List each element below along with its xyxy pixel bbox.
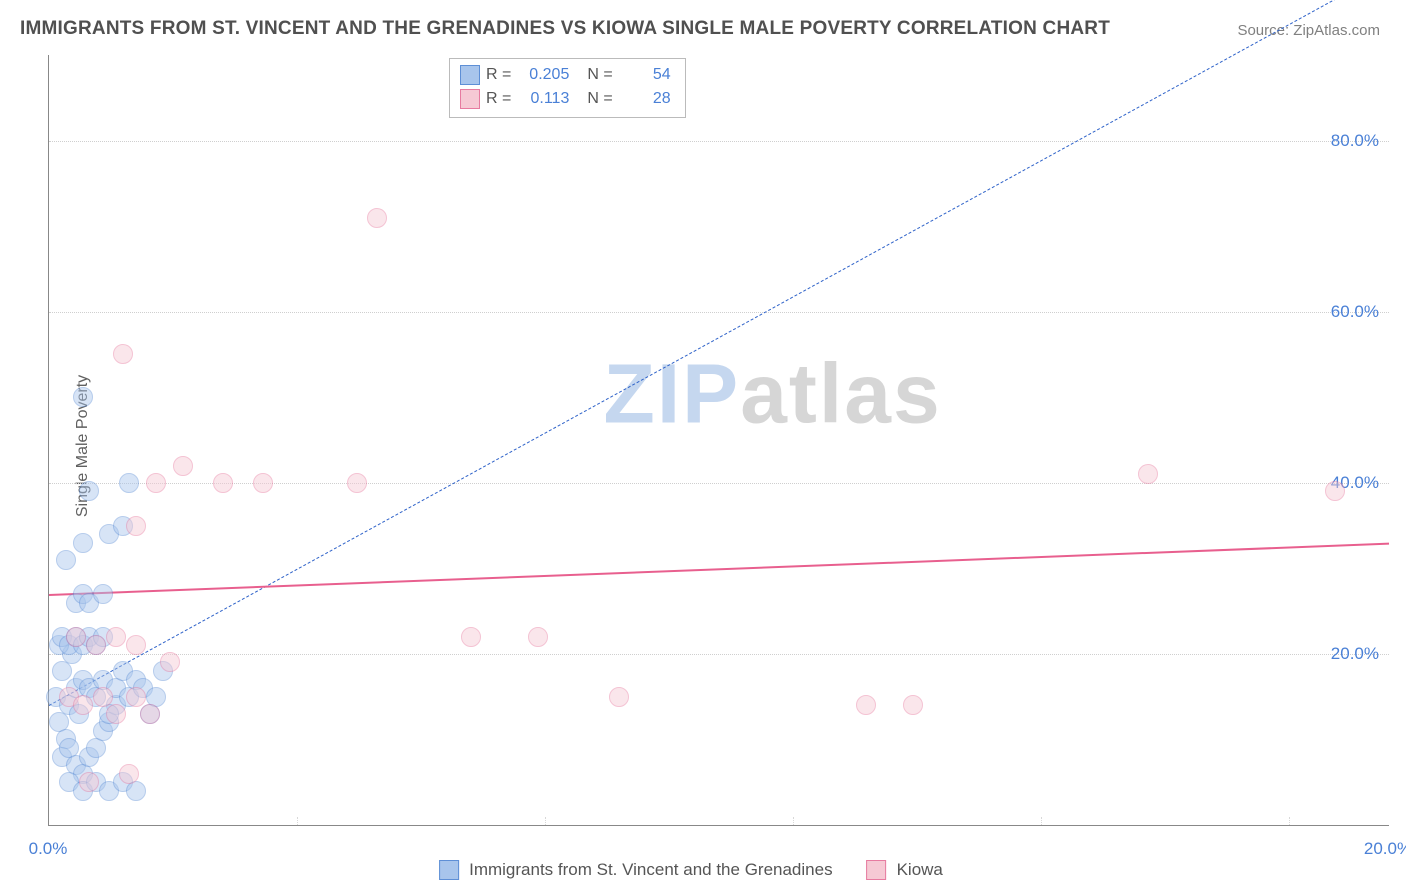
gridline-vertical [545,817,546,825]
chart-title: IMMIGRANTS FROM ST. VINCENT AND THE GREN… [20,18,1110,40]
data-point [146,473,166,493]
data-point [903,695,923,715]
data-point [106,704,126,724]
data-point [126,516,146,536]
data-point [93,687,113,707]
data-point [126,781,146,801]
data-point [106,627,126,647]
data-point [253,473,273,493]
gridline-horizontal [49,654,1389,655]
data-point [66,627,86,647]
y-tick-label: 60.0% [1331,302,1379,322]
y-tick-label: 20.0% [1331,644,1379,664]
legend-series-label: Kiowa [897,860,943,880]
data-point [173,456,193,476]
gridline-vertical [1041,817,1042,825]
data-point [609,687,629,707]
data-point [86,738,106,758]
data-point [119,764,139,784]
scatter-plot: ZIPatlas R = 0.205 N = 54 R = 0.113 N = … [48,55,1389,826]
data-point [347,473,367,493]
data-point [79,772,99,792]
data-point [73,695,93,715]
data-point [1325,481,1345,501]
data-point [79,481,99,501]
data-point [113,344,133,364]
data-point [86,635,106,655]
legend-swatch [460,89,480,109]
source-label: Source: ZipAtlas.com [1237,22,1380,39]
data-point [119,473,139,493]
data-point [160,652,180,672]
data-point [56,550,76,570]
data-point [367,208,387,228]
data-point [73,387,93,407]
data-point [93,584,113,604]
correlation-legend: R = 0.205 N = 54 R = 0.113 N = 28 [449,58,686,118]
data-point [126,635,146,655]
data-point [140,704,160,724]
data-point [528,627,548,647]
data-point [52,661,72,681]
gridline-vertical [793,817,794,825]
gridline-horizontal [49,312,1389,313]
gridline-horizontal [49,483,1389,484]
x-tick-label: 20.0% [1364,839,1406,859]
data-point [856,695,876,715]
data-point [1138,464,1158,484]
legend-r-value: 0.113 [517,90,569,108]
trend-line [49,0,1389,706]
trend-line [49,543,1389,596]
legend-swatch [867,860,887,880]
legend-swatch [439,860,459,880]
gridline-vertical [297,817,298,825]
legend-series-label: Immigrants from St. Vincent and the Gren… [469,860,832,880]
y-tick-label: 80.0% [1331,131,1379,151]
legend-r-value: 0.205 [517,66,569,84]
gridline-horizontal [49,141,1389,142]
legend-row: R = 0.205 N = 54 [460,63,671,87]
watermark: ZIPatlas [604,345,942,442]
data-point [126,687,146,707]
legend-n-value: 28 [619,90,671,108]
data-point [73,533,93,553]
x-tick-label: 0.0% [29,839,68,859]
legend-n-value: 54 [619,66,671,84]
legend-swatch [460,65,480,85]
data-point [461,627,481,647]
series-legend: Immigrants from St. Vincent and the Gren… [439,860,967,880]
gridline-vertical [1289,817,1290,825]
data-point [213,473,233,493]
legend-row: R = 0.113 N = 28 [460,87,671,111]
